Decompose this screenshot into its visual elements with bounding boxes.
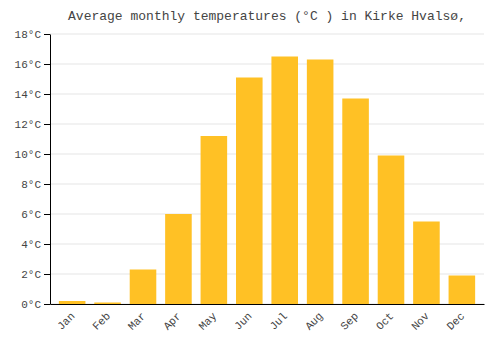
x-tick: Dec [445,310,467,332]
y-tick-label: 14°C [15,89,42,101]
x-tick: Oct [374,310,396,332]
x-axis-line [51,304,485,305]
grid-line [50,154,484,155]
grid-line [50,214,484,215]
bar [165,214,192,304]
y-tick: 4°C [21,239,50,251]
y-tick-mark [44,304,50,305]
y-tick-mark [44,64,50,65]
bar [342,99,369,305]
x-tick-label: Aug [303,310,325,332]
y-tick-label: 8°C [21,179,41,191]
y-tick-mark [44,214,50,215]
chart-svg: Jan Feb Mar Apr May Jun Jul Aug Sep Oct Nov Dec 0°C 2… [0,0,500,350]
x-tick-label: Oct [374,310,396,332]
grid-line [50,94,484,95]
y-tick: 2°C [21,269,50,281]
grid [50,34,484,304]
bar [307,60,334,305]
y-tick-label: 0°C [21,299,41,311]
y-tick: 10°C [15,149,50,161]
x-axis: Jan Feb Mar Apr May Jun Jul Aug Sep Oct Nov Dec [51,305,485,333]
bar [271,57,298,305]
y-tick-label: 18°C [15,29,42,41]
bar [449,276,476,305]
y-tick: 18°C [15,29,50,41]
y-tick-mark [44,184,50,185]
y-tick: 14°C [15,89,50,101]
x-tick: Mar [126,310,148,332]
grid-line [50,34,484,35]
bar [201,136,228,304]
x-tick-label: Feb [90,310,112,332]
bar [413,222,440,305]
y-tick-label: 6°C [21,209,41,221]
y-tick-mark [44,274,50,275]
y-tick-label: 2°C [21,269,41,281]
y-tick-label: 10°C [15,149,42,161]
x-tick-label: Dec [445,310,467,332]
y-axis: 0°C 2°C 4°C 6°C 8°C 10°C 12°C 14°C 16°C 18°C [15,29,51,311]
y-tick: 6°C [21,209,50,221]
x-tick: Aug [303,310,325,332]
y-axis-line [50,35,51,305]
y-tick-mark [44,124,50,125]
bar [378,156,405,305]
y-tick: 0°C [21,299,50,311]
bar [130,270,157,305]
x-tick-label: Jul [268,310,290,332]
x-tick: Sep [338,310,360,332]
x-tick-label: May [197,310,220,333]
bars [59,57,475,305]
grid-line [50,184,484,185]
y-tick: 16°C [15,59,50,71]
bar [59,301,86,304]
y-tick: 8°C [21,179,50,191]
x-tick: Apr [161,310,183,332]
x-tick-label: Jun [232,310,254,332]
x-tick: Jan [55,310,77,332]
x-tick-label: Mar [126,310,148,332]
y-tick-mark [44,154,50,155]
y-tick-label: 16°C [15,59,42,71]
y-tick-mark [44,94,50,95]
bar [236,78,263,305]
y-tick: 12°C [15,119,50,131]
y-tick-label: 4°C [21,239,41,251]
title: Average monthly temperatures (°C ) in Ki… [68,9,466,24]
x-tick: Jul [268,310,290,332]
y-tick-mark [44,244,50,245]
grid-line [50,64,484,65]
x-tick-label: Apr [161,310,183,332]
y-tick-mark [44,34,50,35]
x-tick: Jun [232,310,254,332]
grid-line [50,124,484,125]
y-tick-label: 12°C [15,119,42,131]
x-tick: Feb [90,310,112,332]
chart-container: Jan Feb Mar Apr May Jun Jul Aug Sep Oct Nov Dec 0°C 2… [0,0,500,350]
x-tick-label: Nov [409,310,432,333]
x-tick: Nov [409,310,432,333]
x-tick-label: Jan [55,310,77,332]
x-tick-label: Sep [338,310,360,332]
bar [94,303,121,305]
x-tick: May [197,310,220,333]
